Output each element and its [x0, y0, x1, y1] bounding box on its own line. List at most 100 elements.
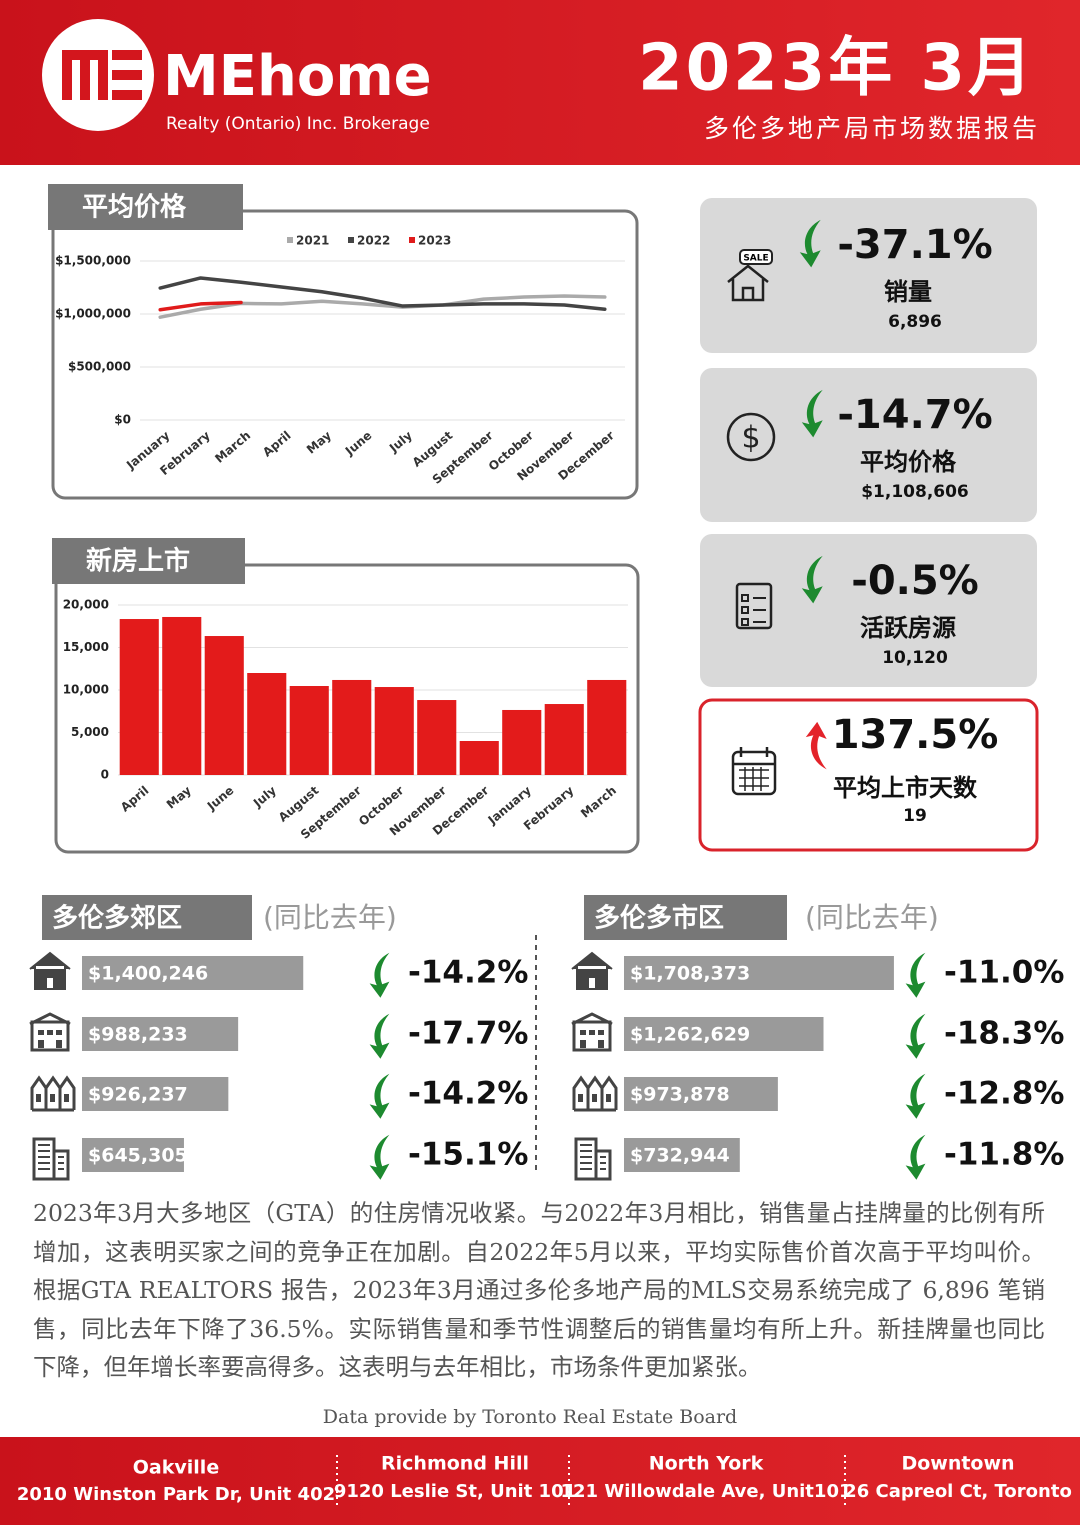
- icon-part: [727, 264, 769, 302]
- y-tick-label: 20,000: [63, 598, 109, 612]
- price-bar: [624, 1138, 740, 1172]
- stat-label: 活跃房源: [860, 614, 956, 642]
- icon-part: [735, 582, 773, 630]
- legend-label: 2023: [418, 234, 451, 248]
- price-change: -14.2%: [408, 955, 528, 991]
- icon-part: [38, 1144, 64, 1170]
- y-tick-label: $1,000,000: [55, 307, 131, 321]
- property-icon: [32, 1137, 70, 1181]
- icon-part: [726, 412, 776, 462]
- price-change: -14.2%: [408, 1076, 528, 1112]
- legend-label: 2022: [357, 234, 390, 248]
- arrow-down: [801, 389, 823, 438]
- stat-value: 10,120: [882, 648, 948, 668]
- arrow-down: [369, 1013, 390, 1059]
- bar: [247, 673, 287, 775]
- price-bar: [624, 1077, 778, 1111]
- icon-part: [741, 594, 766, 626]
- region-title: 多伦多郊区: [52, 903, 182, 934]
- stat-label: 平均上市天数: [833, 774, 978, 802]
- chart-tag: [52, 538, 245, 584]
- icon-part: [62, 50, 102, 60]
- icon-part: [578, 1094, 611, 1102]
- price-label: $926,237: [88, 1084, 188, 1106]
- y-tick-label: 0: [101, 768, 109, 782]
- bar: [204, 636, 244, 775]
- report-title: 2023年 3月: [638, 32, 1035, 106]
- bar: [587, 679, 627, 775]
- icon-part: [739, 767, 769, 791]
- icon-part: [731, 750, 777, 796]
- icon-part: SALE: [743, 254, 768, 264]
- property-icon: [574, 1137, 612, 1181]
- bar: [289, 686, 329, 775]
- icon-part: [739, 249, 773, 265]
- price-bar: [82, 1017, 239, 1051]
- stat-icon: [731, 747, 777, 796]
- icon-part: [29, 1012, 71, 1026]
- icon-part: [80, 58, 90, 100]
- stat-value: $1,108,606: [861, 482, 969, 502]
- icon-part: $: [741, 421, 760, 456]
- icon-part: [580, 1144, 606, 1170]
- region-tag: [42, 895, 252, 940]
- price-bar: [82, 956, 304, 990]
- price-label: $973,878: [630, 1084, 730, 1106]
- price-change: -12.8%: [944, 1076, 1064, 1112]
- icon-part: [62, 50, 72, 100]
- legend-swatch: [409, 237, 415, 243]
- logo-mark: [62, 50, 142, 100]
- region-title: 多伦多市区: [594, 903, 724, 934]
- price-bar: [82, 1138, 184, 1172]
- bar: [459, 741, 499, 775]
- stat-icon: SALE: [727, 249, 773, 302]
- property-icon: [571, 951, 613, 990]
- price-label: $988,233: [88, 1024, 188, 1046]
- legend-swatch: [287, 237, 293, 243]
- office-name: Oakville: [133, 1457, 219, 1479]
- bar: [162, 616, 202, 775]
- y-tick-label: 5,000: [71, 725, 109, 739]
- arrow-down: [369, 952, 390, 998]
- price-bar: [82, 1077, 229, 1111]
- chart-tag: [48, 184, 243, 230]
- y-tick-label: $0: [114, 413, 131, 427]
- stat-card: [700, 198, 1037, 353]
- chart-title: 平均价格: [82, 192, 187, 223]
- property-icon: [29, 951, 71, 990]
- icon-part: [52, 1149, 70, 1181]
- line-series: [158, 276, 607, 311]
- icon-part: [571, 1012, 613, 1026]
- price-change: -18.3%: [944, 1016, 1064, 1052]
- bar: [119, 619, 159, 775]
- stat-change: 137.5%: [832, 712, 999, 758]
- arrow-up: [805, 721, 827, 770]
- price-label: $732,944: [630, 1145, 730, 1167]
- office-address: 2010 Winston Park Dr, Unit 402: [17, 1484, 335, 1505]
- icon-part: [571, 951, 613, 990]
- bar: [417, 700, 457, 775]
- footer-band: [0, 1437, 1080, 1525]
- arrow-down: [799, 219, 821, 268]
- arrow-down: [801, 555, 823, 604]
- summary: 2023年3月大多地区（GTA）的住房情况收紧。与2022年3月相比，销售量占挂…: [33, 1199, 1045, 1381]
- icon-part: [36, 1094, 69, 1102]
- y-tick-label: $1,500,000: [55, 254, 131, 268]
- property-icon: [29, 1012, 71, 1052]
- stat-change: -0.5%: [851, 558, 979, 604]
- region-tag: [584, 895, 787, 940]
- bar: [332, 679, 372, 775]
- y-tick-label: 15,000: [63, 640, 109, 654]
- icon-part: [112, 70, 142, 80]
- stat-change: -14.7%: [837, 392, 992, 438]
- source: Data provide by Toronto Real Estate Boar…: [323, 1406, 737, 1428]
- office-name: Downtown: [901, 1453, 1014, 1475]
- price-label: $645,305: [88, 1145, 188, 1167]
- icon-part: [594, 1149, 612, 1181]
- icon-part: [572, 1020, 612, 1052]
- stat-card: [698, 698, 1039, 852]
- report-subtitle: 多伦多地产局市场数据报告: [704, 114, 1040, 143]
- icon-part: [580, 1030, 604, 1048]
